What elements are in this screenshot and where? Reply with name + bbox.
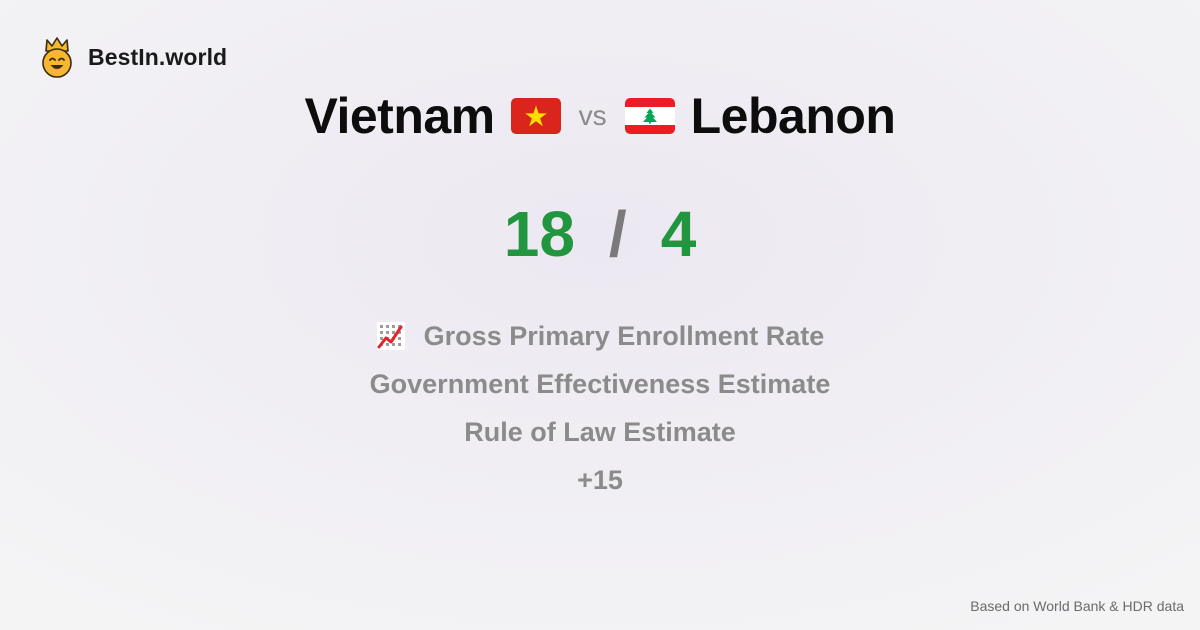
metric-label: Government Effectiveness Estimate [369, 368, 831, 399]
score-country-a: 18 [503, 198, 575, 270]
brand-name: BestIn.world [88, 43, 228, 70]
data-source-note: Based on World Bank & HDR data [970, 598, 1184, 614]
score-display: 18 / 4 [0, 194, 1200, 274]
metric-label: Rule of Law Estimate [464, 416, 736, 447]
country-matchup: Vietnam vs Lebanon [0, 84, 1200, 148]
country-b-name[interactable]: Lebanon [690, 88, 896, 144]
metric-item[interactable]: Rule of Law Estimate [464, 408, 736, 456]
vs-label: vs [578, 100, 607, 131]
score-separator: / [608, 198, 627, 270]
metric-label: Gross Primary Enrollment Rate [423, 320, 825, 351]
crowned-smiley-icon [42, 37, 72, 78]
metric-item[interactable]: Government Effectiveness Estimate [370, 360, 831, 408]
chart-increasing-icon [376, 322, 405, 350]
metric-item[interactable]: Gross Primary Enrollment Rate [376, 312, 825, 360]
more-metrics-count[interactable]: +15 [577, 456, 623, 504]
country-a-name[interactable]: Vietnam [304, 88, 496, 144]
vietnam-flag-icon [510, 98, 561, 134]
brand[interactable]: BestIn.world [38, 36, 227, 78]
more-metrics-label: +15 [577, 464, 623, 495]
score-country-b: 4 [660, 198, 697, 270]
metric-list: Gross Primary Enrollment Rate Government… [0, 312, 1200, 504]
lebanon-flag-icon [624, 98, 675, 134]
